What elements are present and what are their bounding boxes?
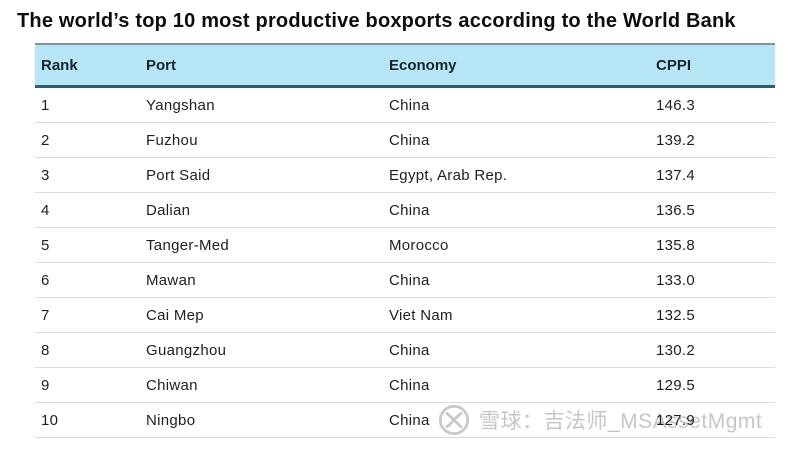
cell-rank: 1 — [35, 86, 140, 123]
table-row: 10 Ningbo China 127.9 — [35, 402, 775, 438]
cell-rank: 8 — [35, 332, 140, 368]
column-header-cppi: CPPI — [650, 43, 775, 88]
cell-economy: China — [383, 332, 650, 368]
table-row: 7 Cai Mep Viet Nam 132.5 — [35, 297, 775, 333]
cell-economy: China — [383, 192, 650, 228]
cell-rank: 9 — [35, 367, 140, 403]
cell-rank: 3 — [35, 157, 140, 193]
table-row: 5 Tanger-Med Morocco 135.8 — [35, 227, 775, 263]
cell-cppi: 146.3 — [650, 86, 775, 123]
cell-cppi: 139.2 — [650, 122, 775, 158]
page-title: The world’s top 10 most productive boxpo… — [17, 10, 736, 32]
cell-economy: China — [383, 367, 650, 403]
cell-economy: China — [383, 122, 650, 158]
cell-economy: Morocco — [383, 227, 650, 263]
table-row: 4 Dalian China 136.5 — [35, 192, 775, 228]
cell-economy: China — [383, 86, 650, 123]
table-header: Rank Port Economy CPPI — [35, 43, 775, 88]
cell-economy: China — [383, 402, 650, 438]
cell-port: Fuzhou — [140, 122, 383, 158]
cell-economy: China — [383, 262, 650, 298]
boxports-table: Rank Port Economy CPPI 1 Yangshan China 146.3 2… — [35, 43, 775, 438]
cell-rank: 2 — [35, 122, 140, 158]
cell-rank: 4 — [35, 192, 140, 228]
cell-cppi: 135.8 — [650, 227, 775, 263]
cell-port: Chiwan — [140, 367, 383, 403]
cell-cppi: 130.2 — [650, 332, 775, 368]
cell-cppi: 137.4 — [650, 157, 775, 193]
cell-cppi: 129.5 — [650, 367, 775, 403]
cell-port: Yangshan — [140, 86, 383, 123]
cell-economy: Viet Nam — [383, 297, 650, 333]
table-body: 1 Yangshan China 146.3 2 Fuzhou China 139.2 3 Por… — [35, 86, 775, 438]
cell-port: Ningbo — [140, 402, 383, 438]
boxports-table-wrap: Rank Port Economy CPPI 1 Yangshan China 146.3 2… — [35, 43, 775, 438]
cell-port: Tanger-Med — [140, 227, 383, 263]
table-row: 9 Chiwan China 129.5 — [35, 367, 775, 403]
column-header-port: Port — [140, 43, 383, 88]
cell-port: Guangzhou — [140, 332, 383, 368]
cell-rank: 6 — [35, 262, 140, 298]
cell-cppi: 127.9 — [650, 402, 775, 438]
cell-cppi: 132.5 — [650, 297, 775, 333]
cell-port: Dalian — [140, 192, 383, 228]
table-row: 2 Fuzhou China 139.2 — [35, 122, 775, 158]
cell-cppi: 133.0 — [650, 262, 775, 298]
cell-port: Port Said — [140, 157, 383, 193]
table-row: 6 Mawan China 133.0 — [35, 262, 775, 298]
cell-rank: 5 — [35, 227, 140, 263]
column-header-economy: Economy — [383, 43, 650, 88]
cell-port: Cai Mep — [140, 297, 383, 333]
table-header-row: Rank Port Economy CPPI — [35, 43, 775, 88]
column-header-rank: Rank — [35, 43, 140, 88]
table-row: 3 Port Said Egypt, Arab Rep. 137.4 — [35, 157, 775, 193]
cell-economy: Egypt, Arab Rep. — [383, 157, 650, 193]
table-row: 8 Guangzhou China 130.2 — [35, 332, 775, 368]
cell-rank: 7 — [35, 297, 140, 333]
table-row: 1 Yangshan China 146.3 — [35, 86, 775, 123]
cell-cppi: 136.5 — [650, 192, 775, 228]
cell-rank: 10 — [35, 402, 140, 438]
cell-port: Mawan — [140, 262, 383, 298]
